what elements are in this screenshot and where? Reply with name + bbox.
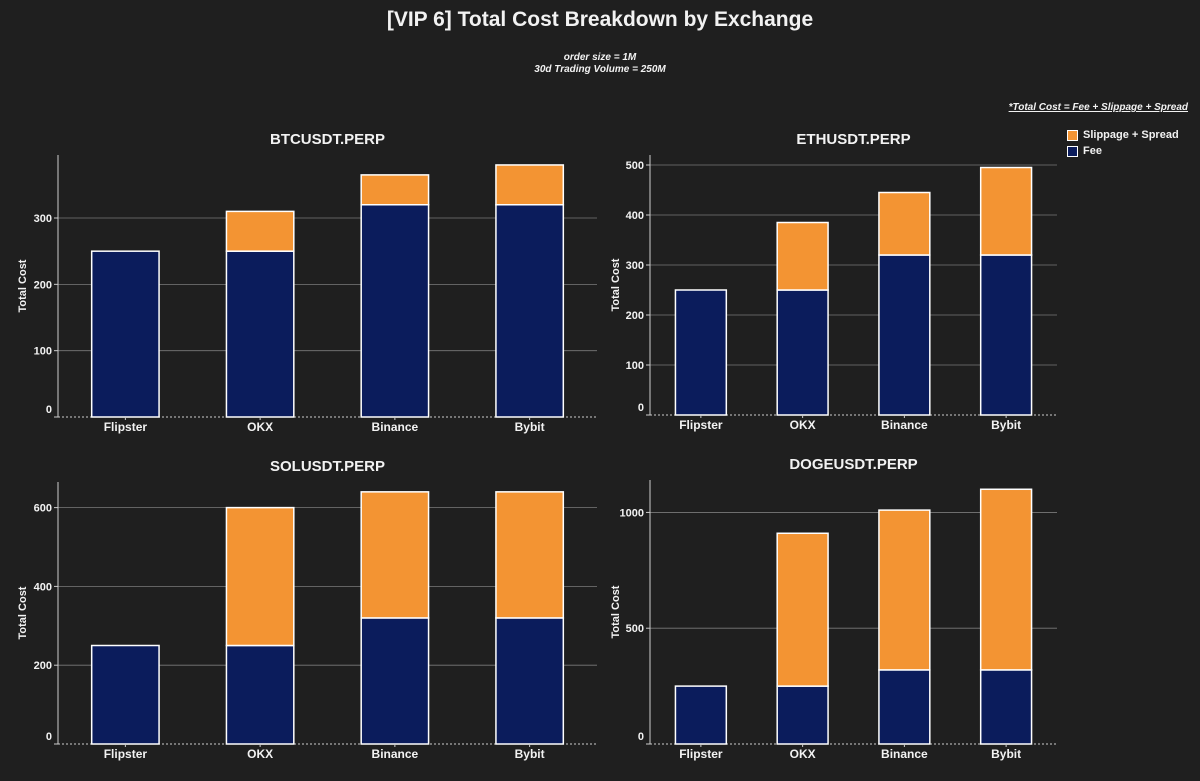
bar-okx-slippage	[225, 210, 295, 252]
x-tick-label: Binance	[881, 418, 928, 432]
bar-bybit-slippage	[495, 491, 565, 619]
x-tick-label: Binance	[372, 420, 419, 434]
bar-binance-fee	[878, 254, 931, 416]
y-axis-label: Total Cost	[17, 586, 29, 639]
bar-flipster-fee	[90, 250, 160, 418]
bar-bybit-fee	[979, 254, 1033, 416]
y-tick-label: 100	[34, 346, 52, 358]
subtitle-order-size: order size = 1M	[563, 52, 637, 63]
bar-bybit-fee	[495, 203, 565, 418]
legend-label-fee: Fee	[1083, 145, 1102, 157]
y-tick-label: 500	[626, 160, 644, 172]
bar-bybit-slippage	[979, 166, 1033, 256]
chart-panel-ethusdt-perp: ETHUSDT.PERP Total Cost 0 100 200 300 400 500 Fl…	[610, 131, 1057, 432]
y-axis-label: Total Cost	[17, 259, 29, 312]
chart-panel-btcusdt-perp: BTCUSDT.PERP Total Cost 0 100 200 300 Flipster…	[17, 131, 597, 434]
y-tick-label: 300	[626, 260, 644, 272]
y-tick-label: 400	[626, 210, 644, 222]
bar-okx-slippage	[776, 532, 829, 687]
bar-okx-fee	[776, 289, 829, 416]
legend-label-slippage: Slippage + Spread	[1083, 129, 1179, 141]
subtitle-trading-volume: 30d Trading Volume = 250M	[534, 64, 666, 75]
x-tick-label: Binance	[372, 747, 419, 761]
bar-flipster-fee	[674, 289, 728, 416]
bar-binance-slippage	[878, 509, 931, 671]
bar-bybit-fee	[495, 617, 565, 745]
panel-title: BTCUSDT.PERP	[270, 131, 385, 148]
bar-okx-slippage	[225, 506, 295, 647]
y-tick-label: 0	[46, 731, 52, 743]
y-tick-label: 200	[34, 660, 52, 672]
legend-item-slippage[interactable]: Slippage + Spread	[1067, 127, 1179, 143]
y-tick-label: 300	[34, 213, 52, 225]
y-tick-label: 600	[34, 503, 52, 515]
bar-binance-fee	[360, 617, 430, 745]
x-tick-label: Flipster	[104, 747, 148, 761]
panel-title: ETHUSDT.PERP	[796, 131, 910, 148]
x-tick-label: OKX	[247, 747, 273, 761]
legend-item-fee[interactable]: Fee	[1067, 143, 1179, 159]
bar-binance-fee	[878, 669, 931, 745]
bar-binance-slippage	[360, 491, 430, 619]
x-tick-label: Bybit	[515, 747, 545, 761]
bar-binance-fee	[360, 203, 430, 418]
x-tick-label: OKX	[790, 418, 816, 432]
x-tick-label: Flipster	[679, 747, 723, 761]
bar-okx-fee	[225, 250, 295, 418]
x-tick-label: Flipster	[679, 418, 723, 432]
bar-bybit-fee	[979, 669, 1033, 745]
y-tick-label: 0	[46, 404, 52, 416]
x-tick-label: Flipster	[104, 420, 148, 434]
y-tick-label: 1000	[620, 507, 644, 519]
y-tick-label: 200	[626, 310, 644, 322]
y-tick-label: 200	[34, 279, 52, 291]
bar-bybit-slippage	[495, 164, 565, 206]
chart-panel-solusdt-perp: SOLUSDT.PERP Total Cost 0 200 400 600 Flipster…	[17, 458, 597, 761]
x-tick-label: OKX	[790, 747, 816, 761]
bar-bybit-slippage	[979, 488, 1033, 671]
x-tick-label: OKX	[247, 420, 273, 434]
y-tick-label: 500	[626, 623, 644, 635]
x-tick-label: Bybit	[991, 418, 1021, 432]
chart-title: [VIP 6] Total Cost Breakdown by Exchange	[386, 8, 814, 31]
bar-okx-fee	[776, 685, 829, 745]
bar-flipster-fee	[674, 685, 728, 745]
x-tick-label: Binance	[881, 747, 928, 761]
y-tick-label: 100	[626, 360, 644, 372]
y-tick-label: 0	[638, 731, 644, 743]
legend: Slippage + Spread Fee	[1067, 127, 1179, 159]
x-tick-label: Bybit	[991, 747, 1021, 761]
bar-okx-fee	[225, 644, 295, 745]
y-axis-label: Total Cost	[610, 258, 622, 311]
legend-swatch-slippage	[1067, 129, 1078, 141]
panel-title: DOGEUSDT.PERP	[789, 456, 917, 473]
total-cost-note: *Total Cost = Fee + Slippage + Spread	[1008, 102, 1188, 113]
y-tick-label: 400	[34, 581, 52, 593]
legend-swatch-fee	[1067, 145, 1078, 157]
chart-panel-dogeusdt-perp: DOGEUSDT.PERP Total Cost 0 500 1000 Flipster O…	[610, 456, 1057, 761]
bar-okx-slippage	[776, 221, 829, 291]
x-tick-label: Bybit	[515, 420, 545, 434]
y-tick-label: 0	[638, 402, 644, 414]
bar-binance-slippage	[878, 191, 931, 256]
bar-flipster-fee	[90, 644, 160, 745]
panel-title: SOLUSDT.PERP	[270, 458, 385, 475]
bar-binance-slippage	[360, 174, 430, 206]
y-axis-label: Total Cost	[610, 585, 622, 638]
